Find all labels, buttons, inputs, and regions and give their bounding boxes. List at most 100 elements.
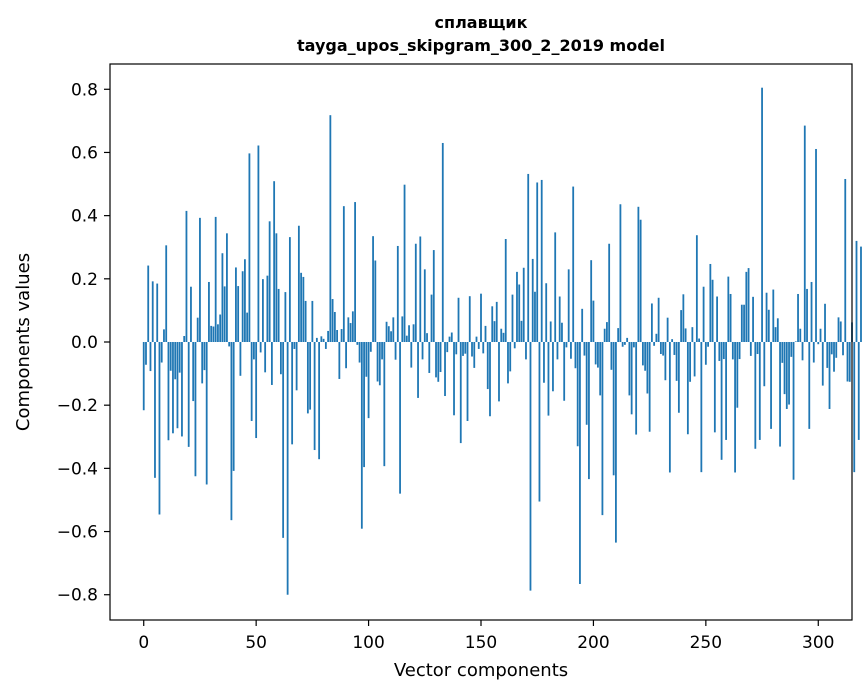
bar xyxy=(190,286,192,342)
bar xyxy=(257,145,260,342)
bar xyxy=(729,293,732,342)
bar xyxy=(329,115,332,343)
bar xyxy=(480,293,482,342)
bar xyxy=(414,243,417,342)
bar xyxy=(408,325,410,342)
bar xyxy=(612,342,615,476)
bar xyxy=(758,342,761,440)
bar xyxy=(484,325,487,342)
bar xyxy=(174,342,177,380)
bar xyxy=(655,333,658,342)
bar xyxy=(160,342,163,363)
bar xyxy=(628,342,631,396)
bar xyxy=(369,342,372,352)
bar xyxy=(428,342,431,373)
bar xyxy=(691,327,694,342)
bar xyxy=(390,331,392,342)
bar xyxy=(790,342,793,357)
bar xyxy=(235,267,237,342)
bar-series xyxy=(142,87,862,595)
bar xyxy=(266,275,269,342)
bar xyxy=(392,317,395,342)
bar xyxy=(684,328,687,342)
bar xyxy=(740,304,743,342)
bar xyxy=(446,342,449,353)
bar xyxy=(509,342,512,372)
bar xyxy=(745,271,748,342)
bar xyxy=(633,342,635,348)
bar xyxy=(700,342,703,473)
bar xyxy=(320,336,323,342)
bar xyxy=(776,318,779,342)
bar xyxy=(459,342,462,444)
bar xyxy=(824,303,826,342)
bar xyxy=(372,236,374,342)
bar xyxy=(342,206,345,342)
bar xyxy=(167,342,170,441)
bar xyxy=(462,342,464,356)
bar xyxy=(345,342,347,369)
bar xyxy=(641,342,644,366)
bar xyxy=(268,221,271,342)
bar xyxy=(648,342,651,432)
bar xyxy=(763,342,766,387)
bar xyxy=(599,342,602,396)
bar xyxy=(821,342,824,386)
bar xyxy=(340,329,343,342)
bar xyxy=(217,324,219,342)
bar xyxy=(855,240,858,342)
bar xyxy=(830,342,833,355)
bar xyxy=(626,337,629,342)
bar xyxy=(583,342,586,356)
bar xyxy=(293,342,296,349)
bar xyxy=(770,342,772,429)
bar xyxy=(606,322,608,342)
bar xyxy=(525,342,527,360)
bar xyxy=(304,300,307,342)
bar xyxy=(650,303,653,342)
bar xyxy=(516,271,518,342)
bar xyxy=(448,336,451,342)
bar xyxy=(581,308,584,342)
bar xyxy=(653,342,656,346)
bar xyxy=(241,271,244,342)
bar xyxy=(567,269,570,342)
bar xyxy=(797,293,799,342)
bar xyxy=(228,342,231,347)
bar xyxy=(689,342,692,382)
bar xyxy=(455,342,458,355)
bar xyxy=(417,342,419,398)
bar xyxy=(282,342,285,538)
x-axis: 0 50 100 150 200 250 300 xyxy=(138,620,834,653)
bar xyxy=(338,342,341,379)
bar xyxy=(644,342,647,371)
bar xyxy=(767,309,770,342)
bar xyxy=(788,342,790,405)
bar xyxy=(275,233,278,342)
bar xyxy=(713,342,716,433)
bar xyxy=(511,294,514,342)
bar xyxy=(288,237,291,342)
bar xyxy=(624,342,626,345)
bar xyxy=(558,296,561,342)
bar xyxy=(199,217,201,342)
bar xyxy=(244,259,246,342)
bar xyxy=(552,342,554,392)
bar xyxy=(781,342,784,363)
bar xyxy=(590,260,593,342)
bar xyxy=(183,336,186,342)
bar xyxy=(437,342,440,382)
bar xyxy=(432,250,435,342)
bar xyxy=(794,341,797,342)
bar xyxy=(185,210,188,342)
bar xyxy=(806,288,808,342)
bar xyxy=(412,324,415,342)
bar xyxy=(698,338,700,342)
bar xyxy=(246,312,249,342)
bar xyxy=(363,342,365,468)
bar xyxy=(527,173,530,342)
bar xyxy=(142,342,145,411)
bar xyxy=(163,329,165,342)
bar xyxy=(538,342,541,502)
